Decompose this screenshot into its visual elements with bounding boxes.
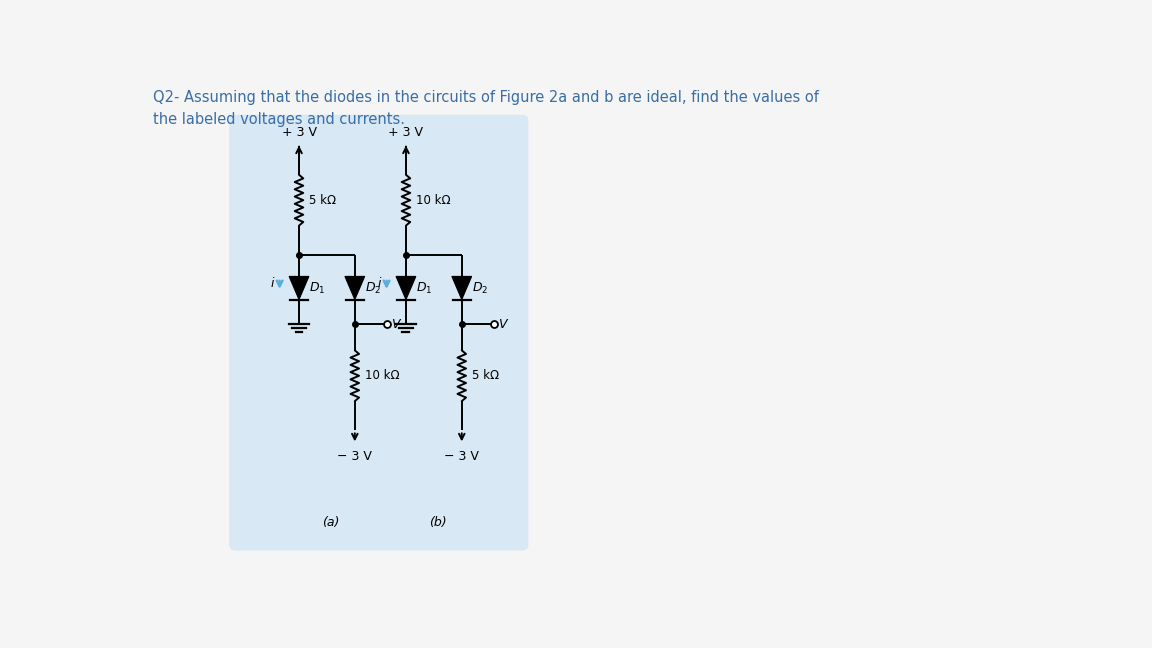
Text: (b): (b) [429, 516, 447, 529]
Text: Q2- Assuming that the diodes in the circuits of Figure 2a and b are ideal, find : Q2- Assuming that the diodes in the circ… [153, 90, 819, 126]
Polygon shape [344, 277, 365, 299]
Text: 10 kΩ: 10 kΩ [365, 369, 400, 382]
Text: 10 kΩ: 10 kΩ [416, 194, 450, 207]
Text: $D_2$: $D_2$ [365, 281, 381, 295]
Text: $D_1$: $D_1$ [416, 281, 432, 295]
Text: + 3 V: + 3 V [388, 126, 424, 139]
Text: $i$: $i$ [270, 276, 275, 290]
Text: $i$: $i$ [377, 276, 382, 290]
Text: (a): (a) [323, 516, 340, 529]
Text: 5 kΩ: 5 kΩ [309, 194, 336, 207]
Text: $D_2$: $D_2$ [472, 281, 488, 295]
Polygon shape [396, 277, 416, 299]
Text: 5 kΩ: 5 kΩ [472, 369, 499, 382]
FancyBboxPatch shape [229, 115, 529, 551]
Text: $D_1$: $D_1$ [309, 281, 325, 295]
Text: V: V [392, 318, 400, 330]
Polygon shape [452, 277, 471, 299]
Text: − 3 V: − 3 V [445, 450, 479, 463]
Text: + 3 V: + 3 V [281, 126, 317, 139]
Polygon shape [289, 277, 309, 299]
Text: V: V [498, 318, 507, 330]
Text: − 3 V: − 3 V [338, 450, 372, 463]
